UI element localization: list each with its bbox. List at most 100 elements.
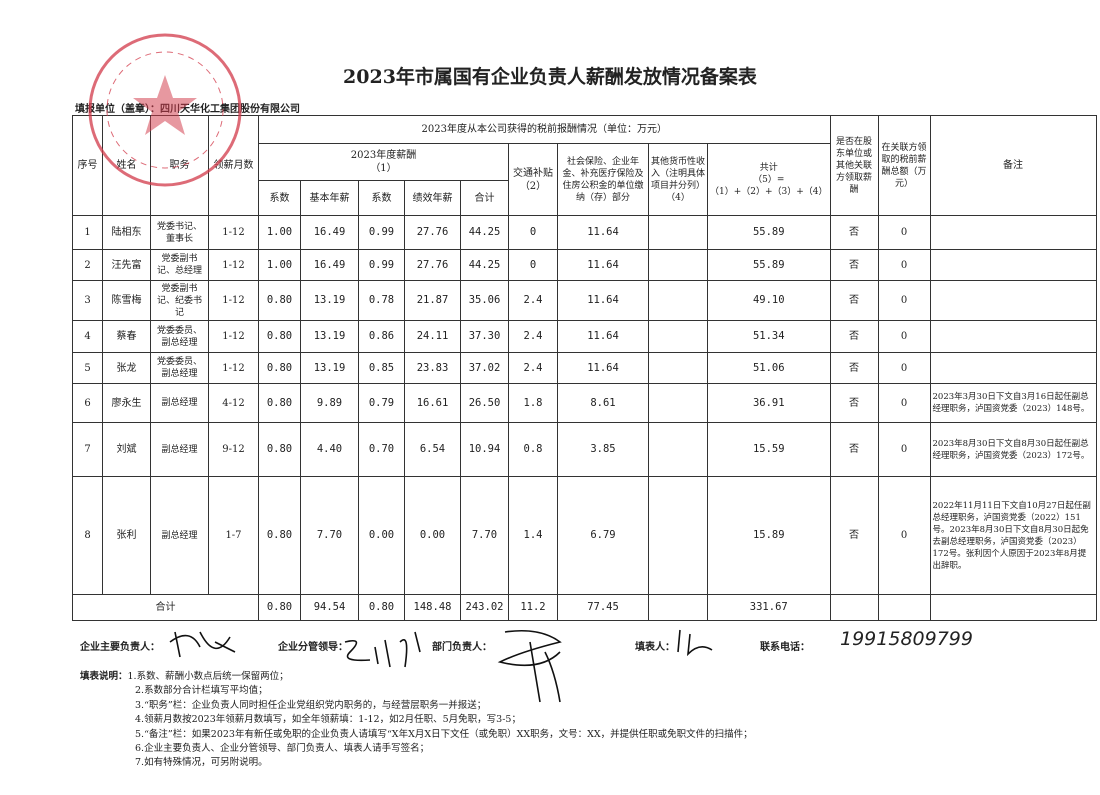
totals-label: 合计: [72, 594, 259, 621]
cell-seq: 5: [72, 352, 103, 384]
totals-shareholder: [829, 594, 879, 621]
table-row: 4 蔡春 党委委员、副总经理 1-12 0.80 13.19 0.86 24.11 37.30 2…: [72, 320, 1097, 353]
cell-related: 0: [877, 383, 931, 423]
phone-label: 联系电话：: [760, 642, 810, 653]
header-months: 领薪月数: [208, 115, 259, 216]
totals-remark: [929, 594, 1097, 621]
cell-insurance: 11.64: [557, 249, 649, 281]
cell-months: 1-12: [208, 320, 259, 353]
totals-insurance: 77.45: [557, 594, 649, 621]
totals-total: 331.67: [707, 594, 831, 621]
cell-coef2: 0.99: [358, 215, 405, 250]
note-item: 6.企业主要负责人、企业分管领导、部门负责人、填表人请手写签名；: [135, 743, 430, 755]
cell-remark: 2022年11月11日下文自10月27日起任副总经理职务，泸国资党委（2022）…: [929, 476, 1097, 595]
cell-coef1: 1.00: [258, 249, 301, 281]
cell-base: 4.40: [300, 422, 359, 477]
table-row: 6 廖永生 副总经理 4-12 0.80 9.89 0.79 16.61 26.50 1.8 8.6…: [72, 383, 1097, 423]
totals-perf: 148.48: [404, 594, 461, 621]
totals-coef2: 0.80: [358, 594, 405, 621]
cell-other: [648, 422, 708, 477]
cell-subtotal: 10.94: [460, 422, 509, 477]
cell-remark: [929, 352, 1097, 384]
dept-head-label: 部门负责人：: [432, 642, 492, 653]
header-related: 在关联方领取的税前薪酬总额（万元）: [877, 115, 931, 216]
cell-perf: 23.83: [404, 352, 461, 384]
cell-total: 15.59: [707, 422, 831, 477]
cell-perf: 24.11: [404, 320, 461, 353]
cell-name: 张龙: [102, 352, 151, 384]
cell-shareholder: 否: [829, 352, 879, 384]
note-item: 7.如有特殊情况，可另附说明。: [135, 757, 268, 769]
cell-transport: 1.4: [508, 476, 558, 595]
header-transport-no: （2）: [519, 180, 547, 192]
totals-coef1: 0.80: [258, 594, 301, 621]
note-item: 5.“备注”栏：如果2023年有新任或免职的企业负责人请填写“X年X月X日下文任…: [135, 728, 753, 740]
header-subtotal: 合计: [460, 180, 509, 216]
table-row: 1 陆相东 党委书记、董事长 1-12 1.00 16.49 0.99 27.76 44.25 0…: [72, 215, 1097, 250]
header-perf: 绩效年薪: [404, 180, 461, 216]
cell-other: [648, 383, 708, 423]
cell-seq: 7: [72, 422, 103, 477]
totals-subtotal: 243.02: [460, 594, 509, 621]
cell-position: 党委书记、董事长: [150, 215, 209, 250]
cell-base: 9.89: [300, 383, 359, 423]
cell-other: [648, 476, 708, 595]
cell-coef2: 0.86: [358, 320, 405, 353]
cell-subtotal: 35.06: [460, 280, 509, 321]
main-leader-label: 企业主要负责人：: [80, 642, 160, 653]
cell-position: 党委委员、副总经理: [150, 320, 209, 353]
cell-insurance: 11.64: [557, 280, 649, 321]
cell-subtotal: 7.70: [460, 476, 509, 595]
cell-months: 9-12: [208, 422, 259, 477]
main-leader-signature: [169, 631, 236, 658]
header-other-no: （4）: [666, 192, 690, 203]
header-coef2: 系数: [358, 180, 405, 216]
cell-insurance: 3.85: [557, 422, 649, 477]
cell-coef2: 0.00: [358, 476, 405, 595]
cell-total: 51.34: [707, 320, 831, 353]
totals-row: 合计 0.80 94.54 0.80 148.48 243.02 11.2 77…: [72, 594, 1097, 621]
header-position: 职务: [150, 115, 209, 216]
table-row: 7 刘斌 副总经理 9-12 0.80 4.40 0.70 6.54 10.94 0.8 3.85 1…: [72, 422, 1097, 477]
header-other: 其他货币性收入（注明具体项目并分列） （4）: [648, 143, 708, 216]
cell-months: 1-12: [208, 215, 259, 250]
cell-other: [648, 352, 708, 384]
cell-perf: 0.00: [404, 476, 461, 595]
header-total-formula: （5）=（1）+（2）+（3）+（4）: [710, 174, 828, 197]
cell-transport: 1.8: [508, 383, 558, 423]
cell-perf: 6.54: [404, 422, 461, 477]
cell-other: [648, 320, 708, 353]
header-salary-no: （1）: [370, 163, 397, 174]
cell-related: 0: [877, 215, 931, 250]
cell-total: 51.06: [707, 352, 831, 384]
cell-perf: 27.76: [404, 215, 461, 250]
header-transport-label: 交通补贴: [513, 167, 553, 179]
supervisor-label: 企业分管领导：: [278, 642, 348, 653]
cell-base: 13.19: [300, 320, 359, 353]
cell-transport: 2.4: [508, 280, 558, 321]
cell-transport: 0.8: [508, 422, 558, 477]
cell-position: 党委委员、副总经理: [150, 352, 209, 384]
cell-coef2: 0.85: [358, 352, 405, 384]
cell-coef2: 0.78: [358, 280, 405, 321]
cell-coef1: 0.80: [258, 476, 301, 595]
cell-insurance: 8.61: [557, 383, 649, 423]
cell-coef1: 0.80: [258, 422, 301, 477]
cell-insurance: 11.64: [557, 352, 649, 384]
cell-seq: 1: [72, 215, 103, 250]
cell-remark: [929, 320, 1097, 353]
cell-related: 0: [877, 352, 931, 384]
totals-transport: 11.2: [508, 594, 558, 621]
cell-remark: [929, 249, 1097, 281]
cell-seq: 6: [72, 383, 103, 423]
cell-name: 汪先富: [102, 249, 151, 281]
cell-shareholder: 否: [829, 215, 879, 250]
cell-related: 0: [877, 249, 931, 281]
cell-remark: [929, 215, 1097, 250]
cell-position: 副总经理: [150, 383, 209, 423]
cell-months: 1-12: [208, 352, 259, 384]
totals-related: [877, 594, 931, 621]
header-other-label: 其他货币性收入（注明具体项目并分列）: [651, 156, 706, 191]
cell-months: 4-12: [208, 383, 259, 423]
cell-months: 1-12: [208, 249, 259, 281]
